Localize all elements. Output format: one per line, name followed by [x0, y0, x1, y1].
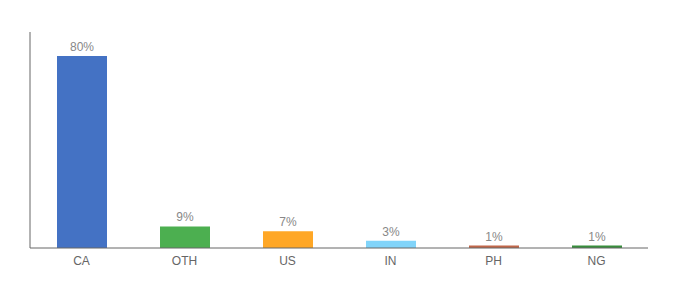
svg-text:1%: 1%	[485, 230, 503, 244]
svg-text:9%: 9%	[176, 210, 194, 224]
svg-text:1%: 1%	[588, 230, 606, 244]
svg-text:80%: 80%	[70, 40, 94, 54]
svg-text:OTH: OTH	[172, 254, 197, 268]
svg-text:CA: CA	[73, 254, 90, 268]
svg-text:PH: PH	[485, 254, 502, 268]
svg-text:3%: 3%	[382, 225, 400, 239]
svg-text:7%: 7%	[279, 215, 297, 229]
svg-text:US: US	[279, 254, 296, 268]
svg-text:NG: NG	[588, 254, 606, 268]
svg-text:IN: IN	[385, 254, 397, 268]
